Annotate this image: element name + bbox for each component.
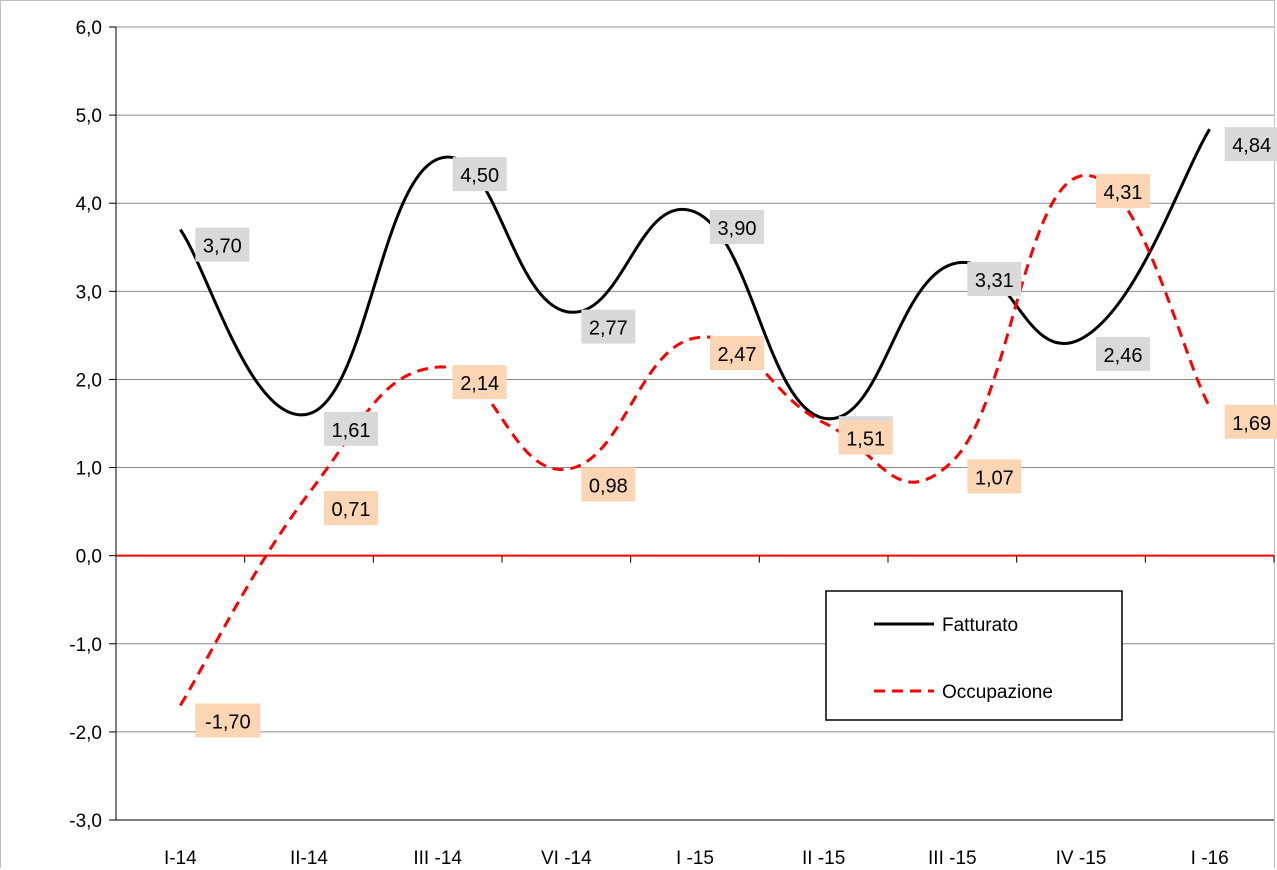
data-label-text: 2,14 bbox=[460, 373, 499, 395]
data-label-box bbox=[324, 411, 378, 446]
data-label-box bbox=[710, 210, 764, 245]
series-line-fatturato bbox=[179, 128, 1211, 421]
data-label: 3,31 bbox=[967, 262, 1022, 297]
data-label: 3,70 bbox=[195, 227, 250, 262]
data-label-text: 4,84 bbox=[1232, 135, 1271, 157]
x-tick-label: VI -14 bbox=[541, 848, 592, 869]
data-label-text: 2,46 bbox=[1104, 345, 1143, 367]
data-label-box bbox=[452, 365, 507, 400]
data-label-box bbox=[195, 703, 261, 738]
y-tick-label: -1,0 bbox=[69, 635, 102, 656]
data-label: 4,50 bbox=[452, 157, 507, 192]
y-tick-label: 5,0 bbox=[76, 106, 102, 127]
data-label: 0,71 bbox=[324, 491, 378, 526]
x-tick-label: I-14 bbox=[164, 848, 197, 869]
data-label-box bbox=[967, 459, 1022, 494]
data-label-text: 0,98 bbox=[589, 475, 628, 497]
x-tick-label: III -14 bbox=[413, 848, 462, 869]
y-tick-label: 6,0 bbox=[76, 18, 102, 39]
legend-label: Occupazione bbox=[942, 682, 1053, 703]
data-label: 1,69 bbox=[1224, 404, 1277, 439]
data-label: 2,46 bbox=[1096, 336, 1150, 371]
data-label: 0,98 bbox=[581, 467, 636, 502]
x-tick-label: II-14 bbox=[290, 848, 328, 869]
x-tick-label: I -15 bbox=[676, 848, 714, 869]
x-tick-label: II -15 bbox=[802, 848, 845, 869]
legend: Fatturato Occupazione bbox=[825, 590, 1123, 721]
x-tick-label: III -15 bbox=[928, 848, 977, 869]
y-tick-label: 4,0 bbox=[76, 194, 102, 215]
data-label-box bbox=[581, 309, 636, 344]
data-label: 1,07 bbox=[967, 459, 1022, 494]
data-label-box bbox=[1096, 173, 1150, 208]
data-label-text: 1,69 bbox=[1232, 413, 1271, 435]
data-label: 4,31 bbox=[1096, 173, 1150, 208]
data-label-text: 3,70 bbox=[203, 236, 242, 258]
data-label-text: 3,90 bbox=[718, 218, 757, 240]
data-label-text: 1,51 bbox=[846, 429, 885, 451]
data-label: 1,51 bbox=[838, 420, 893, 455]
y-tick-label: 3,0 bbox=[76, 282, 102, 303]
legend-label: Fatturato bbox=[942, 615, 1018, 636]
legend-box bbox=[825, 590, 1123, 721]
data-label-text: 1,07 bbox=[975, 467, 1014, 489]
data-label: 4,84 bbox=[1224, 127, 1277, 162]
data-label-box bbox=[581, 467, 636, 502]
data-label-box bbox=[324, 491, 378, 526]
data-label: 2,47 bbox=[710, 336, 764, 371]
x-tick-label: I -16 bbox=[1191, 848, 1229, 869]
y-tick-label: -3,0 bbox=[69, 811, 102, 832]
data-label-box bbox=[1224, 404, 1277, 439]
data-label: 2,77 bbox=[581, 309, 636, 344]
data-label-box bbox=[838, 420, 893, 455]
x-tick-label: IV -15 bbox=[1056, 848, 1107, 869]
data-label: 3,90 bbox=[710, 210, 764, 245]
data-label: 2,14 bbox=[452, 365, 507, 400]
data-label-text: 4,50 bbox=[460, 165, 499, 187]
data-label-box bbox=[967, 262, 1022, 297]
data-label-text: 2,77 bbox=[589, 318, 628, 340]
data-label-text: 0,71 bbox=[332, 499, 371, 521]
y-tick-label: 1,0 bbox=[76, 459, 102, 480]
data-label-box bbox=[1224, 127, 1277, 162]
y-tick-label: 2,0 bbox=[76, 370, 102, 391]
data-label: -1,70 bbox=[195, 703, 261, 738]
y-tick-label: -2,0 bbox=[69, 723, 102, 744]
data-label-text: 2,47 bbox=[718, 344, 757, 366]
data-label-box bbox=[195, 227, 250, 262]
data-label-text: 4,31 bbox=[1104, 182, 1143, 204]
data-label-box bbox=[710, 336, 764, 371]
data-label-box bbox=[452, 157, 507, 192]
data-label-box bbox=[1096, 336, 1150, 371]
data-label-text: 1,61 bbox=[332, 420, 371, 442]
data-label-text: -1,70 bbox=[205, 711, 251, 733]
data-label: 1,61 bbox=[324, 411, 378, 446]
y-tick-label: 0,0 bbox=[76, 547, 102, 568]
data-label-text: 3,31 bbox=[975, 270, 1014, 292]
